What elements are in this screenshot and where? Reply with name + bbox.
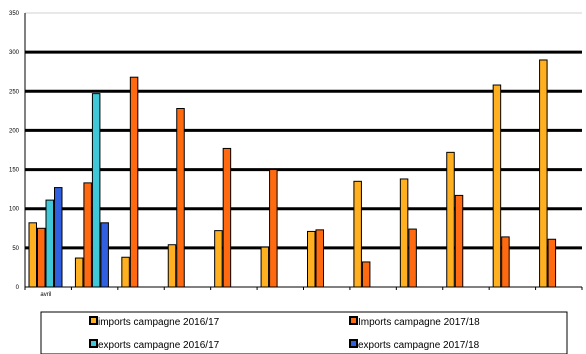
bar-2-2	[83, 182, 92, 288]
bars	[28, 59, 557, 288]
bar-1-11	[492, 84, 502, 288]
bar-1-4	[167, 244, 177, 288]
bar-1-7	[307, 230, 316, 288]
bar-1-2	[74, 257, 84, 288]
bar-3-1	[45, 199, 54, 288]
bar-2-5	[222, 147, 232, 288]
bar-1-6	[260, 246, 270, 288]
x-axis-labels: avril	[40, 292, 51, 298]
bar-4-1	[54, 187, 63, 288]
bar-3-2	[91, 93, 101, 288]
y-tick-label: 350	[9, 11, 20, 17]
gridlines	[25, 12, 582, 250]
y-tick-label: 0	[16, 285, 20, 291]
x-category-label: avril	[40, 292, 51, 298]
legend-swatch-3	[89, 339, 98, 348]
bar-2-3	[129, 76, 139, 288]
bar-2-10	[454, 194, 464, 288]
axes	[24, 13, 583, 290]
bar-2-9	[408, 228, 417, 288]
y-tick-label: 50	[12, 246, 19, 252]
bar-4-2	[100, 222, 109, 288]
bar-2-11	[501, 236, 510, 288]
bar-1-1	[28, 222, 37, 288]
y-tick-label: 250	[9, 89, 20, 95]
legend-label-2: Imports campagne 2017/18	[358, 317, 480, 328]
legend-label-3: exports campagne 2016/17	[98, 340, 220, 351]
legend-swatch-2	[349, 316, 358, 325]
legend-label-1: imports campagne 2016/17	[98, 317, 220, 328]
y-tick-label: 300	[9, 50, 20, 56]
y-tick-label: 100	[9, 207, 20, 213]
bar-1-12	[539, 59, 548, 288]
bar-1-3	[121, 256, 130, 288]
legend: imports campagne 2016/17 Imports campagne…	[40, 311, 568, 354]
legend-swatch-1	[89, 316, 98, 325]
legend-label-4: exports campagne 2017/18	[358, 340, 480, 351]
y-tick-label: 150	[9, 168, 20, 174]
bar-2-8	[361, 261, 371, 288]
y-tick-label: 200	[9, 128, 20, 134]
bar-2-7	[315, 229, 324, 288]
bar-1-10	[446, 151, 455, 288]
bar-2-4	[176, 108, 185, 288]
bar-1-8	[353, 180, 362, 288]
bar-2-12	[547, 238, 557, 288]
bar-2-1	[37, 227, 46, 288]
legend-swatch-4	[349, 339, 358, 348]
bar-2-6	[269, 169, 278, 288]
bar-1-5	[214, 230, 223, 288]
legend-box	[40, 311, 568, 354]
bar-1-9	[399, 178, 409, 288]
y-axis-ticks: 0 50 100 150 200 250 300 350	[9, 11, 20, 291]
